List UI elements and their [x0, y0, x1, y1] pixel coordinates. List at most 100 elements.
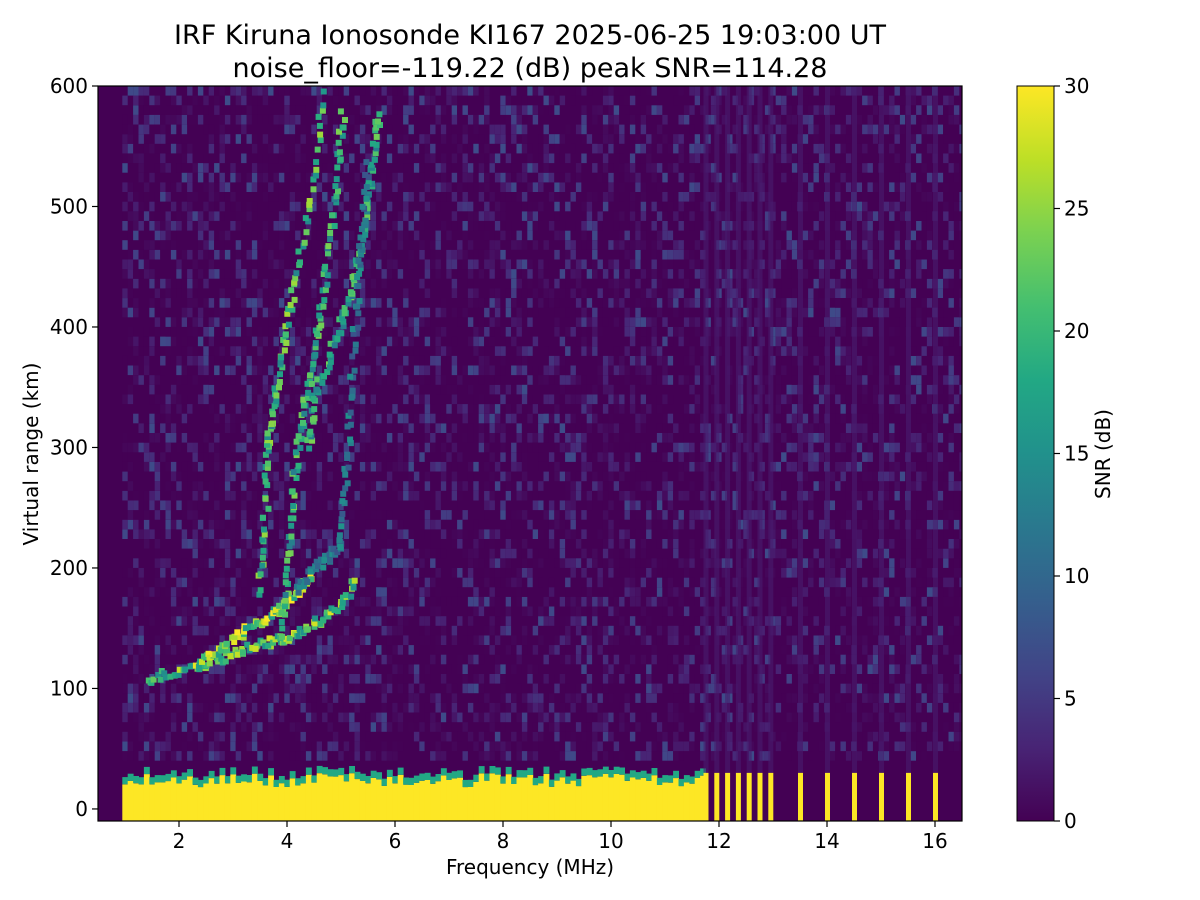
- noise-cell: [673, 664, 679, 674]
- noise-cell: [505, 471, 512, 482]
- noise-cell: [813, 375, 819, 385]
- noise-cell: [133, 336, 139, 347]
- noise-cell: [300, 307, 306, 318]
- noise-cell: [602, 269, 609, 279]
- noise-cell: [435, 249, 441, 260]
- noise-cell: [700, 452, 706, 462]
- noise-cell: [543, 288, 549, 298]
- noise-cell: [138, 731, 144, 742]
- noise-cell: [397, 327, 404, 337]
- noise-cell: [133, 587, 139, 597]
- noise-cell: [300, 654, 306, 665]
- noise-cell: [219, 606, 225, 617]
- noise-cell: [494, 269, 501, 279]
- noise-cell: [651, 596, 657, 607]
- noise-cell: [419, 365, 425, 376]
- noise-cell: [608, 529, 614, 539]
- noise-cell: [667, 163, 674, 173]
- noise-cell: [430, 211, 436, 221]
- noise-cell: [181, 529, 188, 539]
- noise-cell: [305, 452, 312, 462]
- noise-cell: [381, 722, 387, 732]
- noise-cell: [392, 269, 398, 279]
- noise-cell: [646, 712, 652, 723]
- noise-cell: [521, 471, 528, 482]
- noise-cell: [176, 221, 182, 231]
- noise-cell: [608, 635, 614, 645]
- noise-cell: [559, 375, 566, 385]
- noise-cell: [592, 192, 598, 202]
- noise-cell: [786, 153, 792, 164]
- noise-cell: [219, 751, 225, 761]
- noise-cell: [154, 346, 161, 356]
- noise-cell: [473, 336, 479, 347]
- noise-cell: [268, 722, 274, 732]
- noise-cell: [343, 163, 350, 173]
- noise-cell: [160, 558, 166, 568]
- noise-cell: [365, 452, 371, 462]
- noise-cell: [403, 539, 409, 549]
- noise-cell: [581, 375, 587, 385]
- noise-cell: [413, 163, 420, 173]
- noise-cell: [349, 635, 355, 645]
- noise-cell: [754, 375, 760, 385]
- noise-cell: [278, 529, 285, 539]
- noise-cell: [392, 336, 398, 347]
- noise-cell: [743, 346, 749, 356]
- noise-cell: [284, 500, 290, 511]
- noise-cell: [219, 413, 225, 424]
- noise-cell: [214, 664, 220, 674]
- noise-cell: [565, 230, 571, 241]
- noise-cell: [764, 298, 771, 308]
- noise-cell: [586, 712, 593, 723]
- noise-cell: [208, 558, 215, 568]
- noise-cell: [295, 375, 301, 385]
- noise-cell: [786, 105, 792, 115]
- noise-cell: [662, 751, 668, 761]
- noise-cell: [624, 596, 630, 607]
- noise-cell: [214, 548, 220, 559]
- noise-cell: [592, 114, 598, 125]
- noise-cell: [295, 114, 301, 125]
- noise-cell: [791, 404, 798, 414]
- noise-cell: [235, 741, 242, 752]
- noise-cell: [565, 693, 571, 703]
- noise-cell: [532, 86, 539, 96]
- noise-cell: [322, 384, 328, 395]
- noise-cell: [548, 510, 555, 520]
- noise-cell: [527, 693, 533, 703]
- noise-cell: [165, 163, 171, 173]
- noise-cell: [678, 114, 684, 125]
- noise-cell: [608, 95, 614, 106]
- noise-cell: [376, 307, 382, 318]
- noise-cell: [683, 172, 690, 183]
- noise-cell: [635, 346, 641, 356]
- noise-cell: [359, 317, 366, 327]
- noise-cell: [289, 510, 296, 520]
- noise-cell: [370, 712, 377, 723]
- noise-cell: [251, 269, 258, 279]
- noise-cell: [295, 616, 301, 626]
- noise-cell: [538, 481, 544, 491]
- noise-cell: [257, 327, 263, 337]
- noise-cell: [170, 336, 177, 347]
- noise-cell: [527, 413, 533, 424]
- noise-cell: [327, 201, 333, 212]
- noise-cell: [311, 712, 317, 723]
- noise-cell: [187, 143, 193, 154]
- noise-cell: [754, 278, 760, 289]
- noise-cell: [327, 423, 333, 433]
- noise-cell: [224, 519, 231, 530]
- noise-cell: [435, 741, 441, 752]
- noise-cell: [813, 616, 819, 626]
- noise-cell: [305, 172, 312, 183]
- noise-cell: [192, 221, 198, 231]
- noise-cell: [489, 712, 495, 723]
- noise-cell: [505, 645, 512, 655]
- noise-cell: [143, 259, 150, 270]
- noise-cell: [565, 452, 571, 462]
- noise-cell: [392, 587, 398, 597]
- noise-cell: [635, 693, 641, 703]
- noise-cell: [646, 163, 652, 173]
- noise-cell: [138, 751, 144, 761]
